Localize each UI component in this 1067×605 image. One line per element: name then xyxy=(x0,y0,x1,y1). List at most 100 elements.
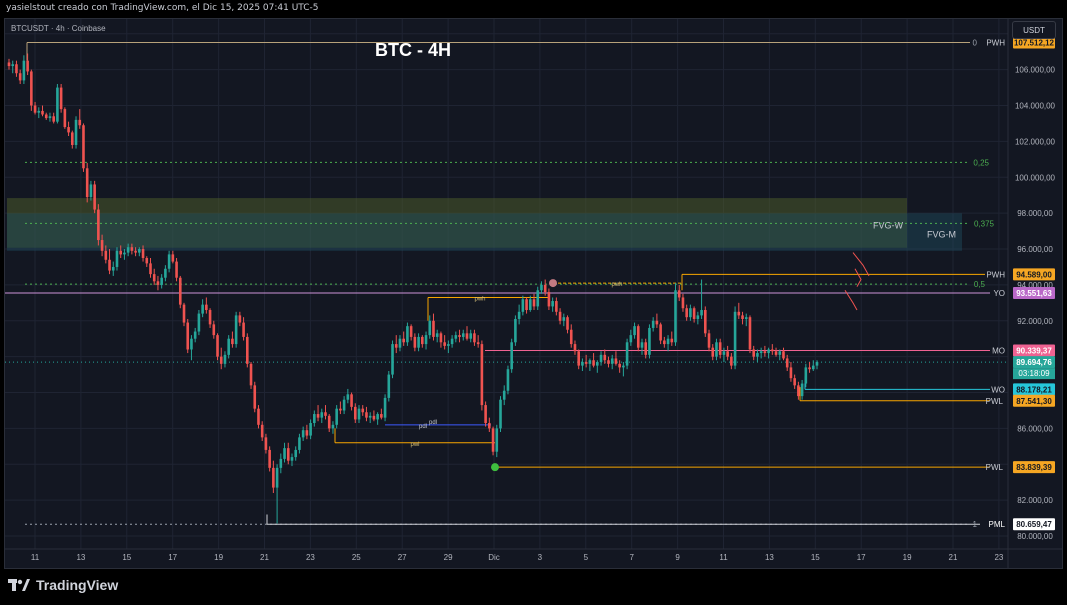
top-bar: yasielstout creado con TradingView.com, … xyxy=(0,0,1067,18)
candle-body xyxy=(797,385,800,397)
fvg-m-zone xyxy=(7,213,962,251)
candle-body xyxy=(666,338,670,345)
candle-body xyxy=(30,71,33,106)
fvg-m-label: FVG-M xyxy=(927,230,956,240)
candle-body xyxy=(424,335,428,345)
candle-body xyxy=(56,87,59,122)
candle-body xyxy=(231,338,234,345)
candle-body xyxy=(130,247,134,251)
candle-body xyxy=(700,310,703,316)
fvg-w-label: FVG-W xyxy=(873,221,903,231)
x-tick-label: 13 xyxy=(765,553,774,562)
candle-body xyxy=(607,360,610,364)
symbol-line: BTCUSDT · 4h · Coinbase xyxy=(11,24,106,33)
candle-body xyxy=(566,317,569,330)
candle-body xyxy=(428,320,432,336)
candle-body xyxy=(70,132,74,145)
candle-body xyxy=(648,327,651,355)
y-tick-label: 96.000,00 xyxy=(1017,245,1053,254)
candle-body xyxy=(514,318,517,343)
candle-body xyxy=(659,324,662,341)
x-tick-label: 5 xyxy=(584,553,589,562)
candle-body xyxy=(313,414,316,424)
candle-body xyxy=(123,252,126,255)
candle-body xyxy=(59,87,63,110)
candle-body xyxy=(93,184,96,210)
x-tick-label: 27 xyxy=(398,553,407,562)
candle-body xyxy=(517,311,521,319)
candle-body xyxy=(152,274,156,282)
x-tick-label: 21 xyxy=(949,553,958,562)
candle-body xyxy=(715,342,718,357)
candle-body xyxy=(350,394,353,407)
candle-body xyxy=(18,73,22,81)
candle-body xyxy=(216,335,219,357)
candle-body xyxy=(506,369,510,391)
candle-body xyxy=(588,360,592,364)
candle-body xyxy=(752,349,756,357)
x-tick-label: Dic xyxy=(488,553,500,562)
brand-name: TradingView xyxy=(36,577,119,593)
candle-body xyxy=(7,62,11,67)
yo-badge-bg xyxy=(1013,286,1055,299)
pml-badge-bg xyxy=(1013,518,1055,531)
candle-body xyxy=(286,448,290,461)
candle-body xyxy=(689,308,692,318)
last-price-badge-bg xyxy=(1013,356,1055,369)
candle-body xyxy=(703,310,707,334)
candle-body xyxy=(357,408,361,420)
candle-body xyxy=(253,385,257,409)
price-chart[interactable]: 108.000,00106.000,00104.000,00102.000,00… xyxy=(5,19,1062,568)
candle-body xyxy=(309,423,312,436)
candle-body xyxy=(469,333,473,339)
candle-body xyxy=(201,304,204,314)
candle-body xyxy=(290,457,294,461)
y-tick-label: 94.000,00 xyxy=(1017,281,1053,290)
candle-body xyxy=(573,344,577,352)
currency-button[interactable]: USDT xyxy=(1012,21,1056,39)
candle-body xyxy=(771,349,774,352)
candle-body xyxy=(808,367,811,370)
candle-body xyxy=(361,408,365,413)
wo-label: WO xyxy=(991,385,1005,394)
candle-body xyxy=(283,448,286,459)
pwh-label-1: PWH xyxy=(986,39,1005,48)
pwl-badge-1: 87.541,30 xyxy=(1016,397,1052,406)
candle-body xyxy=(584,362,588,364)
candle-body xyxy=(614,358,618,364)
candle-body xyxy=(249,363,253,386)
candle-body xyxy=(368,415,372,418)
candle-body xyxy=(804,367,808,384)
candle-body xyxy=(44,114,48,119)
candle-body xyxy=(78,119,82,126)
x-tick-label: 17 xyxy=(857,553,866,562)
candle-body xyxy=(581,362,584,366)
y-tick-label: 104.000,00 xyxy=(1015,102,1056,111)
chart-frame[interactable]: 108.000,00106.000,00104.000,00102.000,00… xyxy=(4,18,1063,569)
candle-body xyxy=(11,64,15,67)
pwh-badge-2-bg xyxy=(1013,268,1055,281)
candle-body xyxy=(15,64,18,74)
candle-body xyxy=(696,315,700,319)
candle-body xyxy=(618,363,621,368)
candle-body xyxy=(476,342,480,345)
pwh-badge-1: 107.512,12 xyxy=(1014,39,1055,48)
candle-body xyxy=(551,301,554,307)
wo-badge: 88.178,21 xyxy=(1016,385,1052,394)
candle-body xyxy=(447,344,450,346)
candle-body xyxy=(219,356,223,364)
candle-body xyxy=(260,424,264,438)
candle-body xyxy=(324,412,327,416)
candle-body xyxy=(234,315,238,345)
candle-body xyxy=(610,358,614,364)
mo-badge-bg xyxy=(1013,344,1055,357)
candle-body xyxy=(126,247,130,253)
yo-badge: 93.551,63 xyxy=(1016,289,1052,298)
pwh-badge-1-bg xyxy=(1013,36,1055,49)
candle-body xyxy=(461,333,465,337)
tradingview-logo[interactable]: TradingView xyxy=(8,577,118,593)
candle-body xyxy=(744,317,748,319)
candle-body xyxy=(417,336,420,348)
x-tick-label: 19 xyxy=(214,553,223,562)
candle-body xyxy=(52,116,55,122)
